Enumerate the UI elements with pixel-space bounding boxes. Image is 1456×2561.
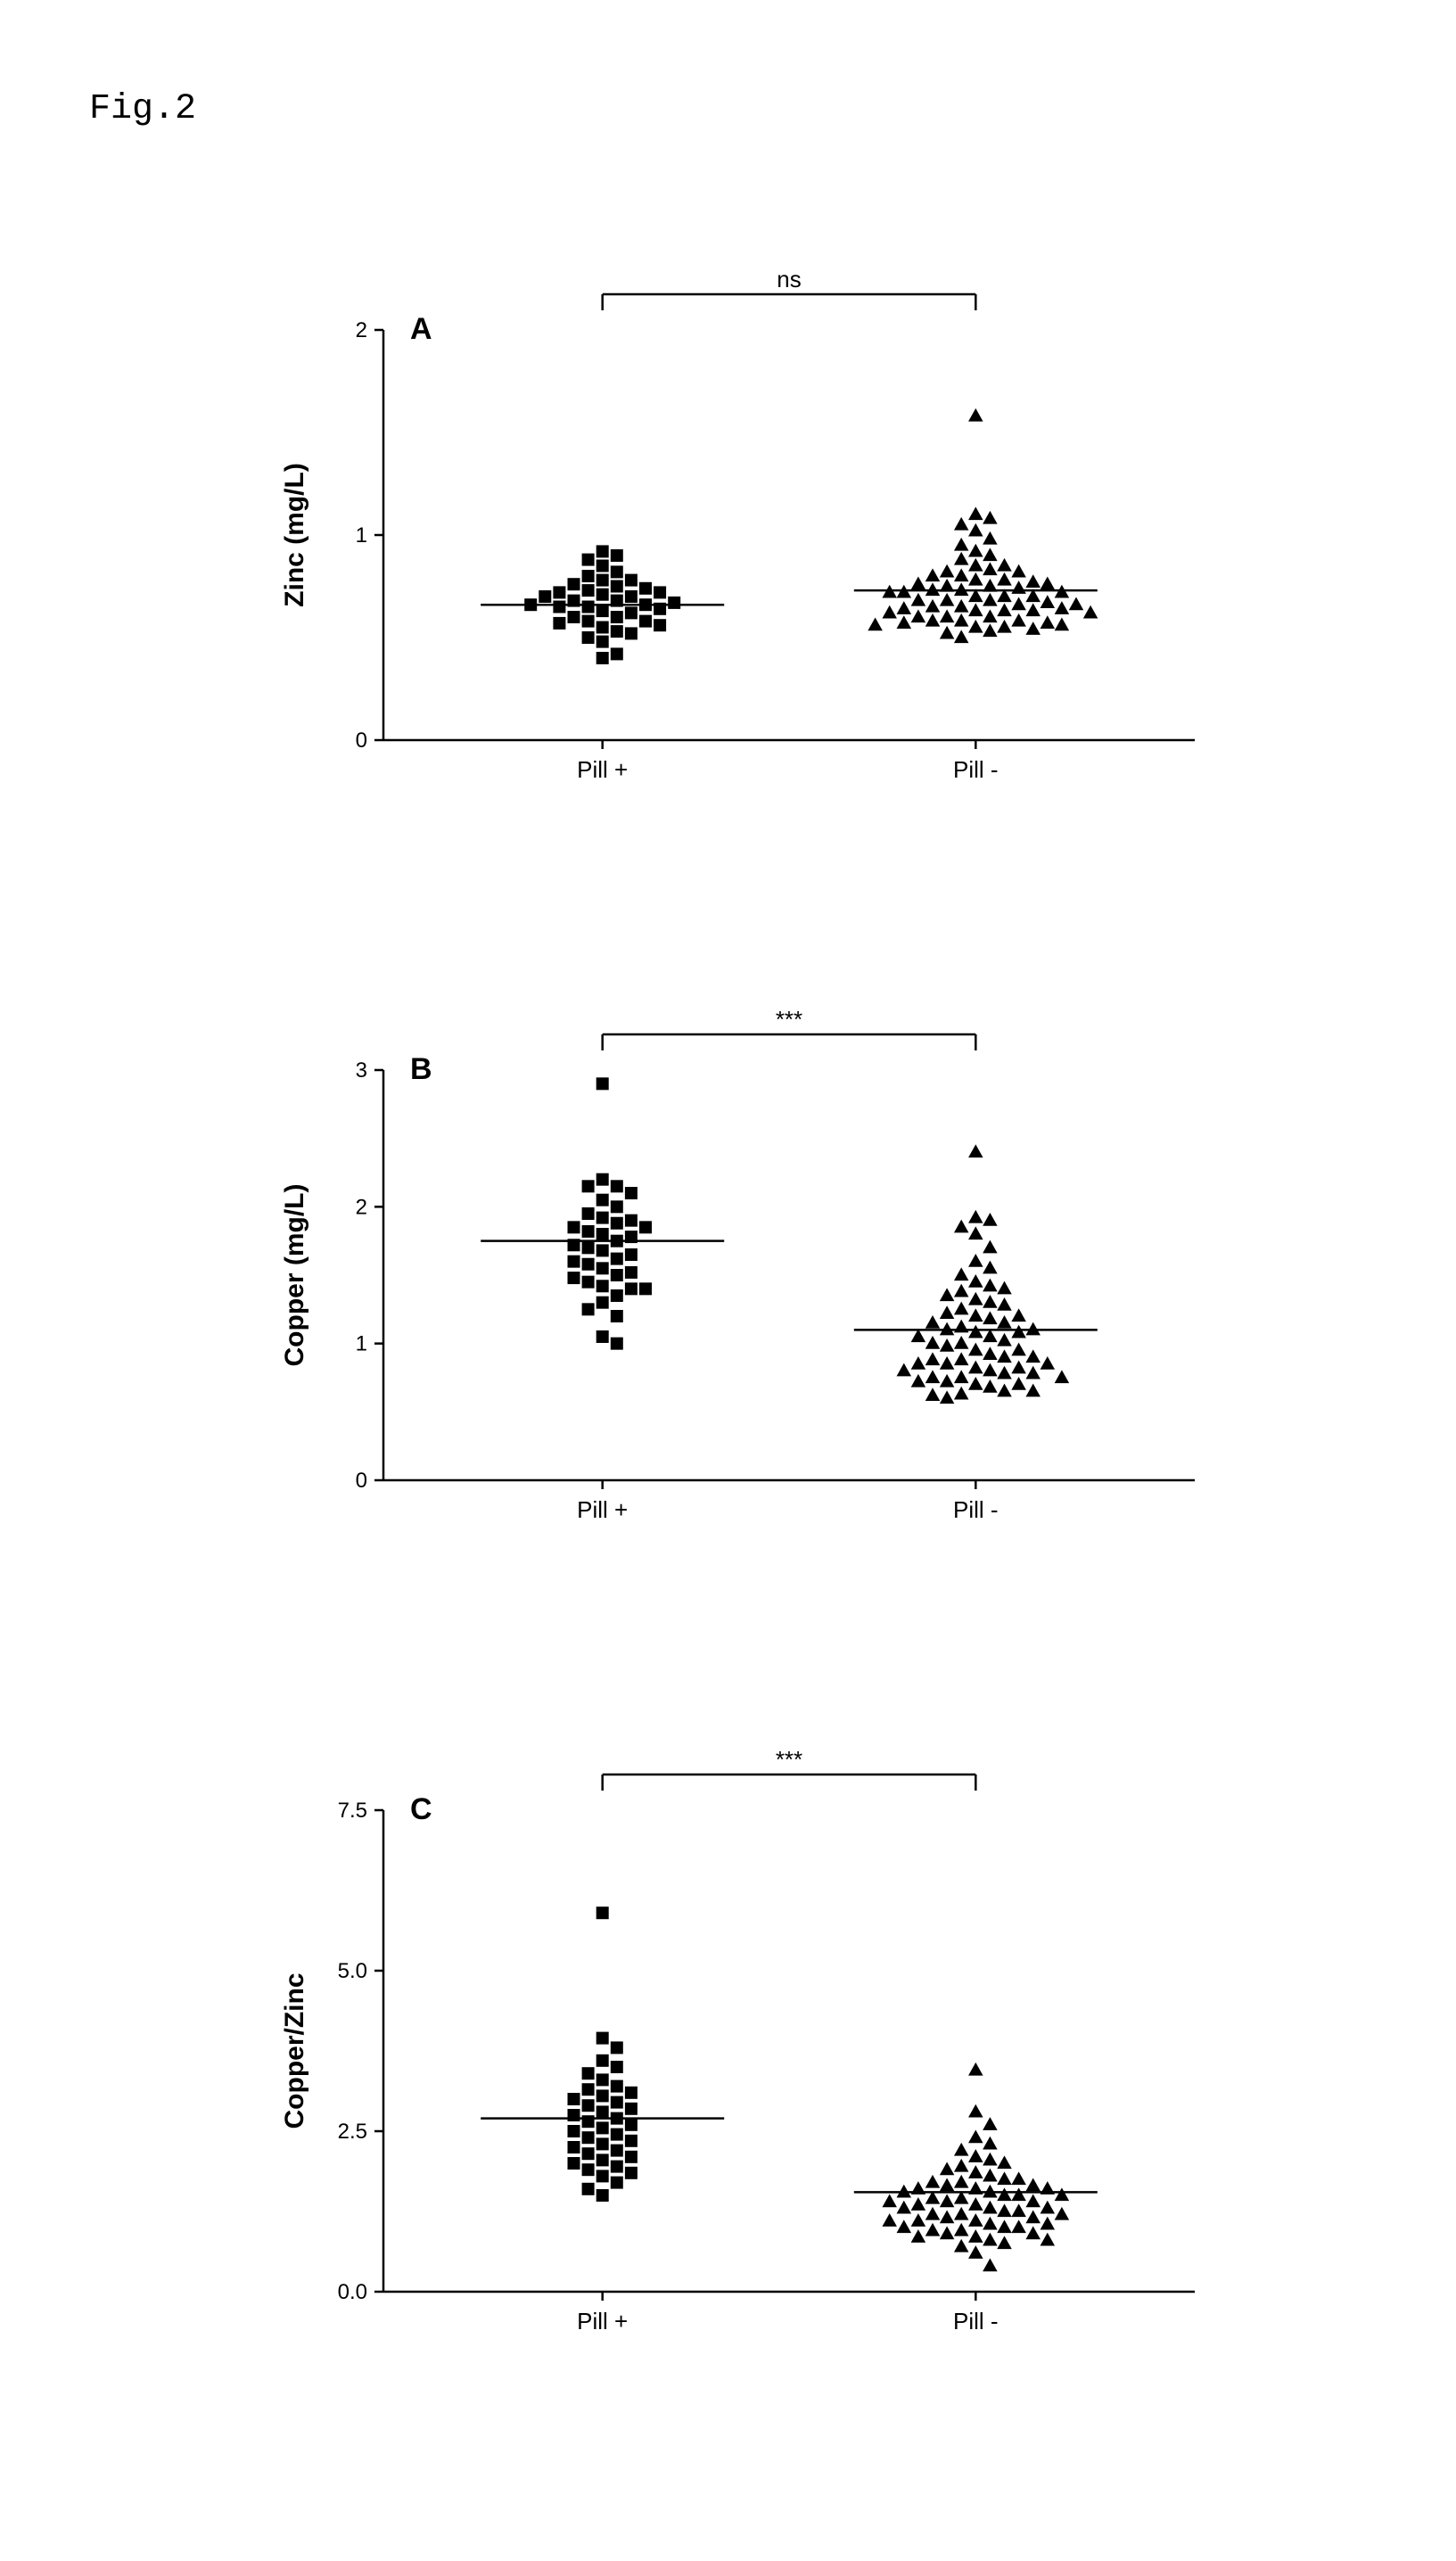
svg-text:3: 3 [356,1058,367,1083]
svg-text:***: *** [776,1008,802,1033]
panel-c: 0.0 2.5 5.0 7.5 Pill + Pill - Copper/Zinc C *** [250,1748,1230,2372]
svg-text:Zinc (mg/L): Zinc (mg/L) [280,463,309,607]
panel-b-svg: 0 1 2 3 Pill + Pill - Copper (mg/L) B *** [250,1008,1230,1560]
svg-text:C: C [410,1792,432,1826]
svg-text:0: 0 [356,729,367,753]
svg-text:2: 2 [356,1195,367,1219]
svg-text:7.5: 7.5 [338,1799,367,1823]
panel-c-svg: 0.0 2.5 5.0 7.5 Pill + Pill - Copper/Zinc C *** [250,1748,1230,2372]
figure-label: Fig.2 [89,89,196,129]
svg-text:A: A [410,312,432,346]
svg-text:Copper/Zinc: Copper/Zinc [280,1972,309,2129]
svg-text:***: *** [776,1748,802,1773]
svg-text:1: 1 [356,1332,367,1356]
panel-a: 0 1 2 Pill + Pill - Zinc (mg/L) Ans [250,268,1230,820]
svg-text:Pill +: Pill + [577,2308,628,2335]
panel-b: 0 1 2 3 Pill + Pill - Copper (mg/L) B *** [250,1008,1230,1560]
svg-text:Pill -: Pill - [953,2308,999,2335]
svg-text:Copper (mg/L): Copper (mg/L) [280,1184,309,1367]
svg-text:1: 1 [356,523,367,548]
svg-text:2: 2 [356,318,367,342]
svg-text:Pill -: Pill - [953,1496,999,1523]
svg-text:Pill -: Pill - [953,756,999,783]
svg-text:B: B [410,1052,432,1086]
svg-text:2.5: 2.5 [338,2120,367,2144]
svg-text:0: 0 [356,1469,367,1493]
svg-text:0.0: 0.0 [338,2280,367,2304]
svg-text:Pill +: Pill + [577,1496,628,1523]
figure-page: Fig.2 0 1 2 Pill + Pill - Zinc (mg/L) Ans 0 1 2 3… [0,0,1456,2561]
svg-text:ns: ns [777,268,801,292]
svg-text:Pill +: Pill + [577,756,628,783]
panel-a-svg: 0 1 2 Pill + Pill - Zinc (mg/L) Ans [250,268,1230,820]
svg-text:5.0: 5.0 [338,1959,367,1983]
